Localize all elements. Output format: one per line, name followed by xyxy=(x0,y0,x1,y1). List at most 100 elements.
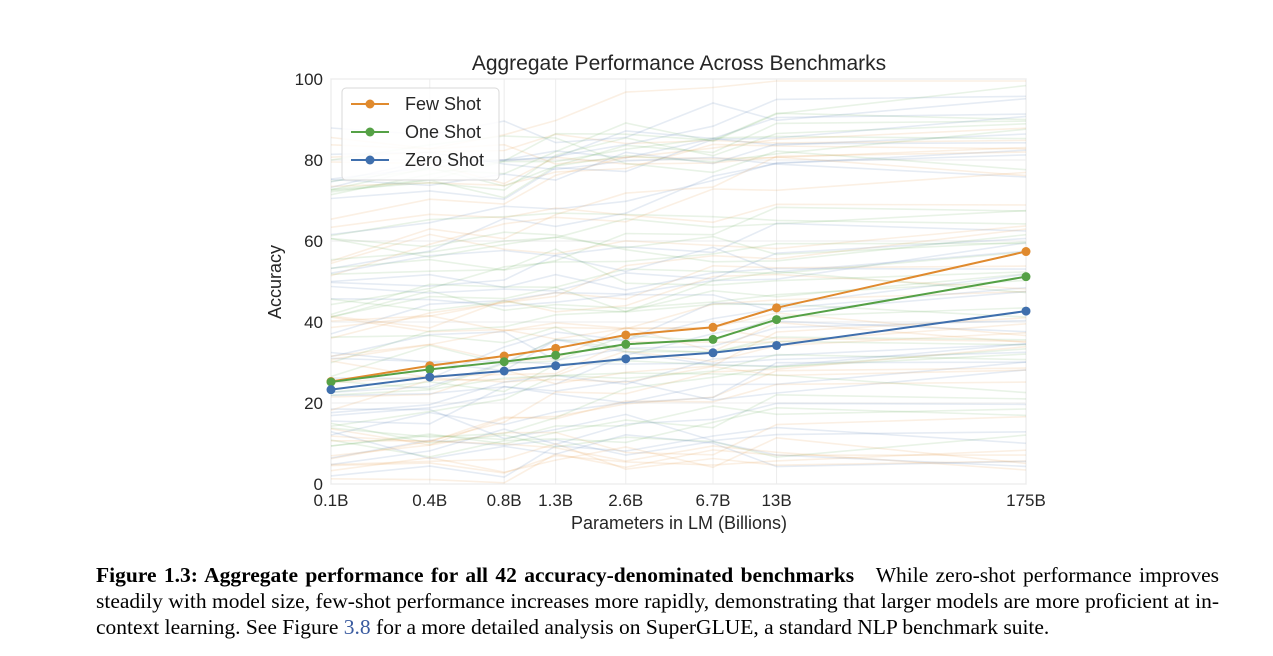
legend-label: Few Shot xyxy=(405,94,481,114)
benchmark-line xyxy=(330,353,1027,427)
y-tick-label: 40 xyxy=(304,313,323,332)
series-lines xyxy=(326,247,1031,395)
series-one-shot xyxy=(326,272,1031,387)
benchmark-line xyxy=(330,319,1027,362)
benchmark-line xyxy=(330,146,1027,220)
data-point xyxy=(1021,247,1031,257)
benchmark-line xyxy=(330,203,1027,229)
benchmark-line xyxy=(330,336,1027,378)
benchmark-line xyxy=(330,273,1027,329)
benchmark-line xyxy=(330,381,1027,443)
benchmark-line xyxy=(330,273,1027,364)
caption-heading: Figure 1.3: Aggregate performance for al… xyxy=(96,563,855,587)
benchmark-line xyxy=(330,321,1027,362)
benchmark-line xyxy=(330,154,1027,236)
benchmark-line xyxy=(330,430,1027,468)
legend-marker xyxy=(365,155,375,165)
series-line xyxy=(330,275,1027,383)
figure-caption: Figure 1.3: Aggregate performance for al… xyxy=(96,562,1219,640)
data-point xyxy=(772,303,782,313)
x-axis-label: Parameters in LM (Billions) xyxy=(571,513,787,533)
benchmark-line xyxy=(330,372,1027,396)
benchmark-line xyxy=(330,440,1027,471)
benchmark-line xyxy=(330,449,1027,484)
benchmark-line xyxy=(330,415,1027,457)
legend: Few Shot One Shot Zero Shot xyxy=(341,87,500,181)
x-tick-label: 0.8B xyxy=(487,491,522,510)
data-point xyxy=(551,343,561,353)
data-point xyxy=(708,334,718,344)
data-point xyxy=(326,377,336,387)
benchmark-line xyxy=(330,228,1027,339)
benchmark-line xyxy=(330,143,1027,188)
benchmark-line xyxy=(330,402,1027,466)
data-point xyxy=(621,354,631,364)
y-tick-label: 20 xyxy=(304,394,323,413)
benchmark-line xyxy=(330,312,1027,337)
benchmark-line xyxy=(330,212,1027,237)
benchmark-line xyxy=(330,442,1027,471)
benchmark-line xyxy=(330,408,1027,442)
x-tick-label: 0.4B xyxy=(412,491,447,510)
benchmark-line xyxy=(330,270,1027,318)
benchmark-line xyxy=(330,142,1027,187)
benchmark-line xyxy=(330,343,1027,414)
x-tick-label: 6.7B xyxy=(695,491,730,510)
benchmark-line xyxy=(330,438,1027,468)
data-point xyxy=(425,364,435,374)
data-point xyxy=(499,366,509,376)
benchmark-line xyxy=(330,242,1027,306)
data-point xyxy=(708,348,718,358)
data-point xyxy=(551,361,561,371)
chart-title: Aggregate Performance Across Benchmarks xyxy=(472,52,886,75)
benchmark-line xyxy=(330,348,1027,438)
benchmark-line xyxy=(330,225,1027,265)
data-point xyxy=(1021,306,1031,316)
series-line xyxy=(330,310,1027,391)
benchmark-line xyxy=(330,393,1027,447)
y-tick-labels: 0 20 40 60 80 100 xyxy=(295,70,323,494)
data-point xyxy=(326,385,336,395)
data-point xyxy=(621,330,631,340)
benchmark-line xyxy=(330,231,1027,263)
benchmark-line xyxy=(330,251,1027,316)
data-point xyxy=(708,322,718,332)
benchmark-line xyxy=(330,326,1027,353)
legend-label: One Shot xyxy=(405,122,481,142)
y-tick-label: 60 xyxy=(304,232,323,251)
data-point xyxy=(772,315,782,325)
benchmark-line xyxy=(330,351,1027,365)
background-benchmark-lines xyxy=(330,80,1027,484)
data-point xyxy=(499,357,509,367)
x-tick-label: 175B xyxy=(1006,491,1046,510)
legend-box xyxy=(341,87,500,181)
benchmark-line xyxy=(330,426,1027,478)
benchmark-line xyxy=(330,171,1027,277)
data-point xyxy=(551,350,561,360)
benchmark-line xyxy=(330,128,1027,199)
benchmark-line xyxy=(330,237,1027,294)
benchmark-line xyxy=(330,206,1027,271)
chart-figure: 0 20 40 60 80 100 0.1B 0.4B 0.8B 1.3B 2.6B 6.7B 13B… xyxy=(265,52,1046,533)
benchmark-line xyxy=(330,222,1027,287)
benchmark-line xyxy=(330,248,1027,286)
benchmark-line xyxy=(330,361,1027,436)
y-tick-label: 0 xyxy=(314,475,323,494)
caption-text: While zero-shot performance improves ste… xyxy=(96,563,1219,639)
legend-marker xyxy=(365,127,375,137)
benchmark-line xyxy=(330,123,1027,192)
series-line xyxy=(330,250,1027,383)
benchmark-line xyxy=(330,241,1027,335)
benchmark-line xyxy=(330,209,1027,261)
benchmark-line xyxy=(330,406,1027,458)
benchmark-line xyxy=(330,449,1027,474)
x-tick-labels: 0.1B 0.4B 0.8B 1.3B 2.6B 6.7B 13B 175B xyxy=(314,491,1046,510)
benchmark-line xyxy=(330,317,1027,398)
benchmark-line xyxy=(330,367,1027,446)
series-zero-shot xyxy=(326,306,1031,395)
benchmark-line xyxy=(330,436,1027,474)
figure-reference-link[interactable]: 3.8 xyxy=(343,615,371,639)
benchmark-line xyxy=(330,151,1027,262)
benchmark-line xyxy=(331,345,1027,442)
data-point xyxy=(425,372,435,382)
